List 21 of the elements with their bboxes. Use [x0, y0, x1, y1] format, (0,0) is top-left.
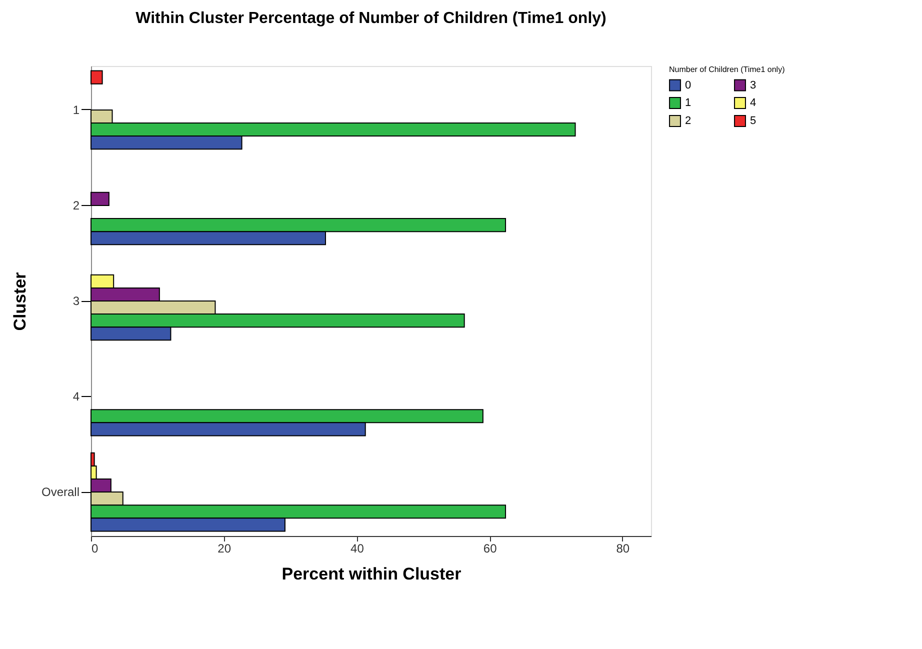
x-tick-label: 80 — [616, 542, 630, 556]
legend-label: 1 — [685, 97, 692, 109]
bar — [90, 70, 103, 84]
legend-label: 2 — [685, 115, 692, 127]
legend-label: 0 — [685, 79, 692, 92]
legend-title: Number of Children (Time1 only) — [669, 65, 786, 74]
x-tick-label: 60 — [483, 542, 498, 556]
chart-title: Within Cluster Percentage of Number of Children (Time1 only) — [136, 10, 606, 27]
legend-label: 3 — [750, 79, 756, 92]
x-tick-label: 0 — [92, 542, 98, 556]
x-axis-title: Percent within Cluster — [282, 564, 462, 584]
y-tick-label: 1 — [72, 102, 80, 117]
y-tick-label: 3 — [72, 294, 80, 308]
y-tick-label: Overall — [41, 485, 80, 500]
y-tick-label: 2 — [72, 198, 80, 212]
legend-label: 4 — [750, 97, 756, 109]
y-tick-label: 4 — [72, 390, 80, 404]
x-tick-label: 40 — [350, 542, 364, 556]
y-axis-title: Cluster — [10, 272, 30, 331]
x-tick-label: 20 — [218, 542, 232, 556]
legend-label: 5 — [750, 115, 756, 127]
